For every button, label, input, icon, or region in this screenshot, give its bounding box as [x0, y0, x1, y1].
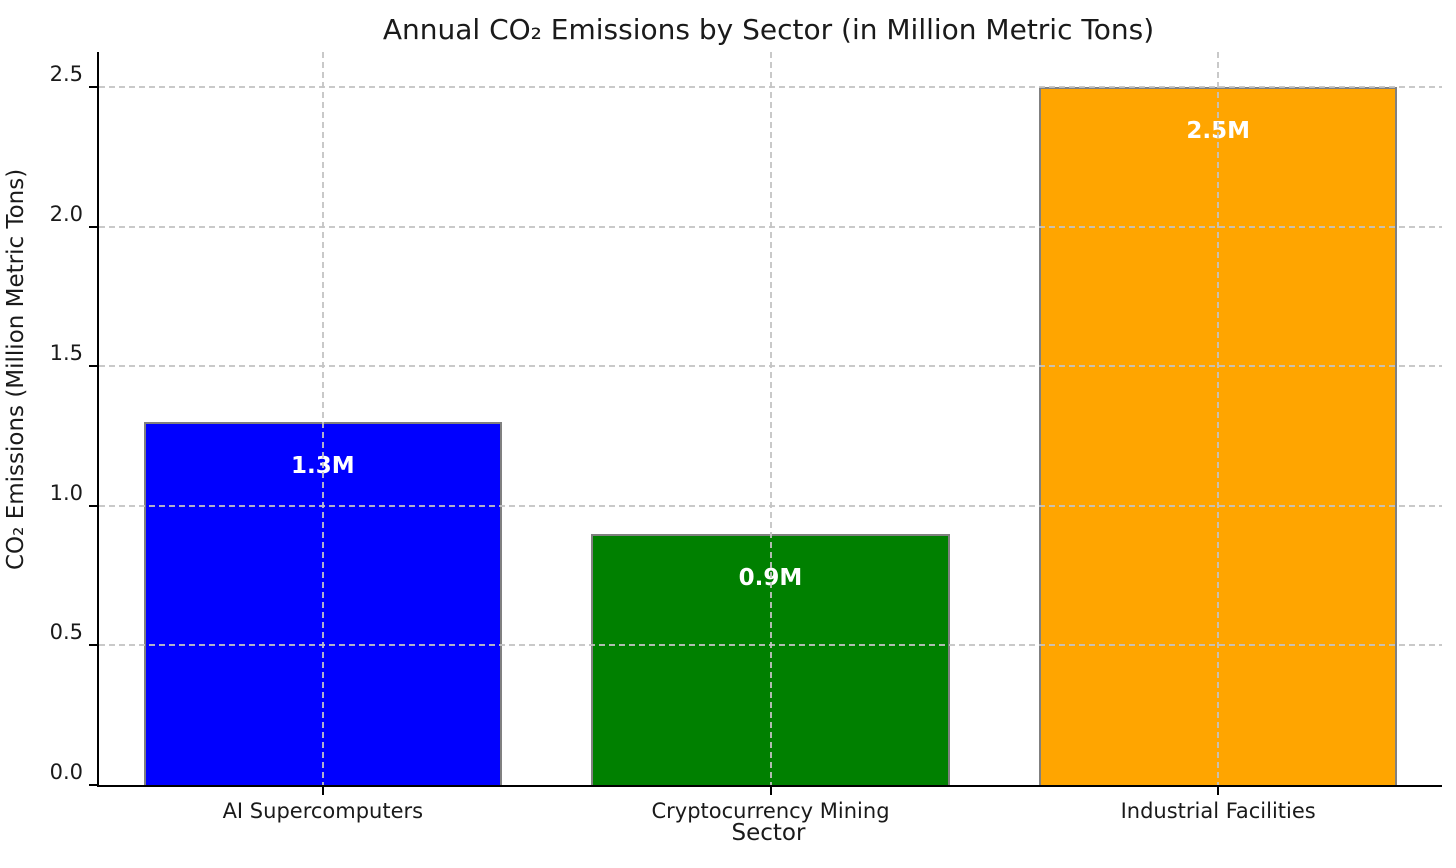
- x-tick-label: Cryptocurrency Mining: [651, 799, 890, 823]
- y-tick-mark: [89, 365, 97, 368]
- y-tick-label: 1.5: [49, 341, 83, 366]
- y-axis-label: CO₂ Emissions (Million Metric Tons): [3, 168, 29, 570]
- v-gridline: [1217, 52, 1220, 785]
- y-tick-mark: [89, 784, 97, 786]
- x-tick-mark: [769, 787, 772, 795]
- x-tick-label: Industrial Facilities: [1120, 799, 1316, 823]
- y-tick-label: 2.5: [49, 61, 83, 86]
- y-tick-mark: [89, 225, 97, 228]
- x-tick-label: AI Supercomputers: [222, 799, 424, 823]
- plot-area: 0.00.51.01.52.02.51.3MAI Supercomputers0…: [50, 52, 1442, 823]
- y-tick-label: 0.5: [49, 620, 83, 645]
- x-tick-mark: [321, 787, 324, 795]
- y-tick-label: 2.0: [49, 201, 83, 226]
- v-gridline: [769, 52, 772, 785]
- chart-title: Annual CO₂ Emissions by Sector (in Milli…: [382, 13, 1155, 46]
- y-tick-mark: [89, 85, 97, 88]
- x-axis-label: Sector: [731, 820, 806, 846]
- y-tick-label: 0.0: [49, 760, 83, 784]
- v-gridline: [321, 52, 324, 785]
- y-tick-mark: [89, 644, 97, 647]
- y-tick-mark: [89, 504, 97, 507]
- x-tick-mark: [1217, 787, 1220, 795]
- y-tick-label: 1.0: [49, 480, 83, 505]
